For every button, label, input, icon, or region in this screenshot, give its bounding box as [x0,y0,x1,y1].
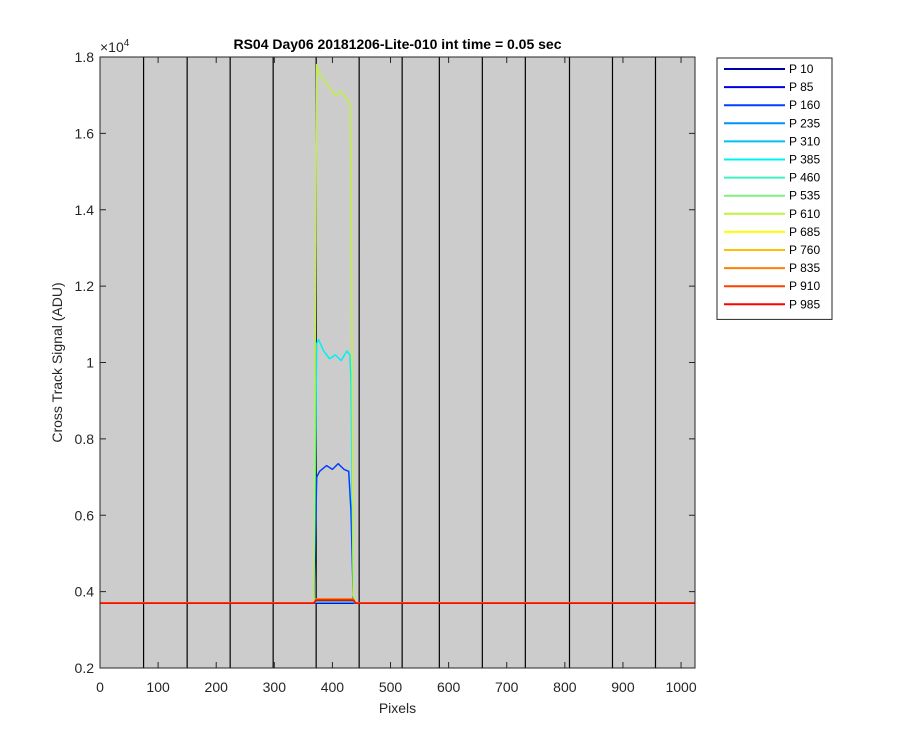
legend-label: P 235 [789,116,820,130]
y-tick-label: 0.8 [75,431,95,447]
legend: P 10 P 85 P 160 P 235 P 310 P 385 P 460 P 535 P … [716,57,833,320]
legend-box [716,57,833,320]
legend-label: P 85 [789,80,814,94]
y-exponent-base: ×10 [100,39,124,55]
x-tick-label: 100 [146,679,170,695]
legend-label: P 760 [789,243,820,257]
x-tick-label: 1000 [665,679,696,695]
chart-title: RS04 Day06 20181206-Lite-010 int time = … [233,36,561,52]
y-tick-label: 1.8 [75,49,95,65]
legend-label: P 835 [789,261,820,275]
plot-area [100,57,695,668]
y-tick-label: 0.4 [75,584,95,600]
legend-label: P 535 [789,189,820,203]
legend-label: P 310 [789,134,820,148]
legend-label: P 985 [789,297,820,311]
legend-label: P 160 [789,98,820,112]
y-tick-label: 0.2 [75,660,95,676]
y-tick-label: 0.6 [75,507,95,523]
series-lines [100,63,695,604]
series-line [100,63,695,604]
x-axis-ticks: 0 100 200 300 400 500 600 700 800 900 1000 [96,57,697,695]
y-exponent-power: 4 [124,38,130,49]
series-line [100,599,695,604]
y-axis-ticks: 0.2 0.4 0.6 0.8 1 1.2 1.4 1.6 1.8 [75,49,695,676]
x-tick-label: 500 [379,679,403,695]
x-tick-label: 400 [321,679,345,695]
legend-label: P 610 [789,207,820,221]
x-tick-label: 800 [553,679,577,695]
x-axis-label: Pixels [379,700,416,716]
y-tick-label: 1.2 [75,278,95,294]
y-axis-exponent: ×104 [100,38,130,55]
x-tick-label: 700 [495,679,519,695]
legend-label: P 910 [789,279,820,293]
y-axis-label: Cross Track Signal (ADU) [49,282,65,442]
y-tick-label: 1 [86,355,94,371]
x-tick-label: 0 [96,679,104,695]
legend-label: P 10 [789,62,814,76]
x-tick-label: 200 [205,679,229,695]
y-tick-label: 1.4 [75,202,95,218]
legend-label: P 385 [789,153,820,167]
x-tick-label: 900 [611,679,635,695]
x-tick-label: 300 [263,679,287,695]
x-tick-label: 600 [437,679,461,695]
legend-label: P 460 [789,171,820,185]
legend-label: P 685 [789,225,820,239]
y-tick-label: 1.6 [75,125,95,141]
